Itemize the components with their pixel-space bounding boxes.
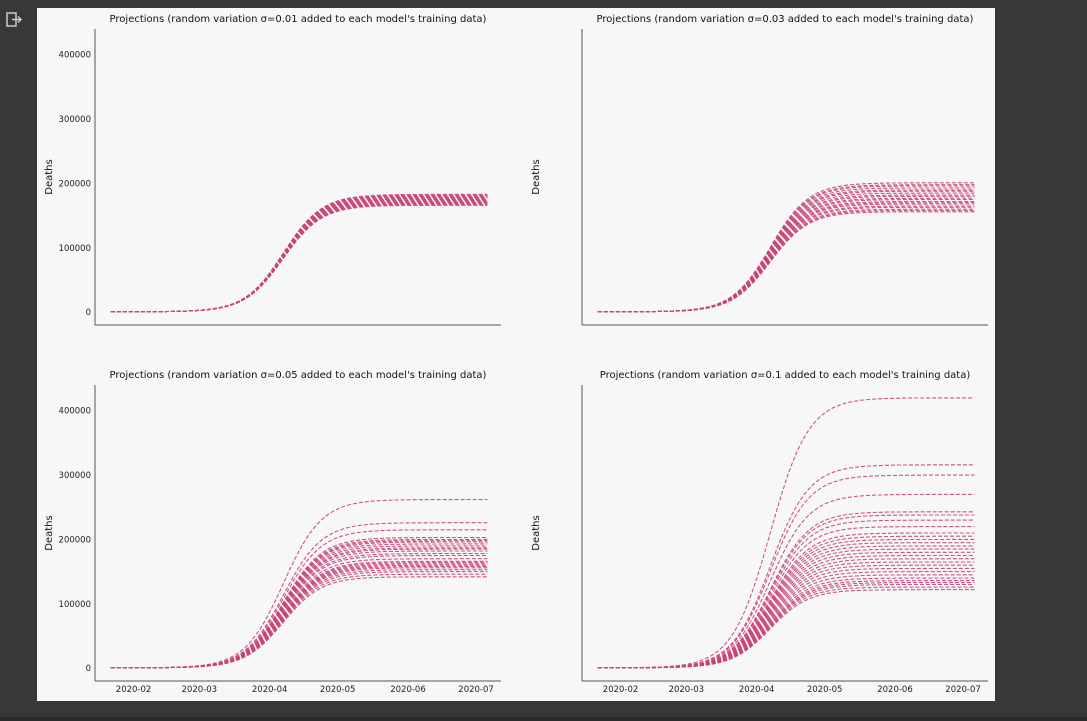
- projection-series-line: [597, 185, 975, 313]
- projection-series-line: [597, 474, 975, 669]
- x-tick-label: 2020-02: [116, 685, 152, 695]
- y-axis-label: Deaths: [531, 159, 542, 194]
- projection-series-line: [110, 195, 488, 313]
- projection-series-line: [597, 208, 975, 313]
- projection-series-line: [597, 574, 975, 669]
- x-tick-label: 2020-04: [739, 685, 775, 695]
- projection-series-line: [597, 548, 975, 669]
- x-tick-label: 2020-03: [182, 685, 218, 695]
- projection-series-line: [110, 204, 488, 313]
- subplot-4: Projections (random variation σ=0.1 adde…: [531, 370, 988, 695]
- projection-series-line: [597, 182, 975, 313]
- projection-series-line: [110, 200, 488, 313]
- projection-series-line: [597, 581, 975, 669]
- projection-series-line: [110, 200, 488, 313]
- y-tick-label: 100000: [59, 244, 91, 254]
- projection-series-line: [110, 565, 488, 669]
- subplot-title: Projections (random variation σ=0.05 add…: [110, 370, 487, 381]
- projection-series-line: [110, 202, 488, 313]
- projection-series-line: [110, 197, 488, 313]
- projection-series-line: [597, 397, 975, 669]
- projection-series-line: [110, 199, 488, 313]
- projection-series-line: [597, 202, 975, 313]
- projection-series-line: [110, 194, 488, 313]
- x-tick-label: 2020-05: [807, 685, 843, 695]
- y-axis-label: Deaths: [44, 159, 55, 194]
- projection-series-line: [110, 576, 488, 669]
- figure-panel: Projections (random variation σ=0.01 add…: [37, 8, 995, 701]
- projection-series-line: [597, 464, 975, 669]
- projection-series-line: [597, 187, 975, 313]
- projection-series-line: [597, 197, 975, 313]
- x-tick-label: 2020-02: [603, 685, 639, 695]
- projection-series-line: [597, 203, 975, 313]
- subplot-title: Projections (random variation σ=0.03 add…: [597, 14, 974, 25]
- projection-series-line: [597, 198, 975, 313]
- y-tick-label: 0: [86, 308, 91, 318]
- figure-canvas: Projections (random variation σ=0.01 add…: [44, 14, 988, 695]
- projection-series-line: [597, 545, 975, 669]
- projection-series-line: [110, 193, 488, 313]
- projection-series-line: [597, 564, 975, 669]
- projection-series-line: [110, 204, 488, 313]
- projection-series-line: [597, 586, 975, 669]
- y-tick-label: 300000: [59, 115, 91, 125]
- projection-series-line: [110, 197, 488, 313]
- bottom-strip: [0, 717, 1087, 721]
- projection-series-line: [110, 202, 488, 313]
- projection-series-line: [110, 553, 488, 669]
- projection-series-line: [110, 564, 488, 669]
- projection-series-line: [110, 550, 488, 669]
- projection-series-line: [110, 547, 488, 669]
- x-tick-label: 2020-07: [945, 685, 981, 695]
- projection-series-line: [597, 189, 975, 313]
- projection-series-line: [110, 198, 488, 313]
- x-tick-label: 2020-03: [669, 685, 705, 695]
- y-tick-label: 300000: [59, 471, 91, 481]
- y-axis-label: Deaths: [531, 515, 542, 550]
- y-tick-label: 0: [86, 664, 91, 674]
- subplot-1: Projections (random variation σ=0.01 add…: [44, 14, 501, 326]
- projection-series-line: [110, 195, 488, 313]
- x-tick-label: 2020-06: [390, 685, 426, 695]
- x-tick-label: 2020-04: [252, 685, 288, 695]
- projection-series-line: [597, 200, 975, 313]
- projection-series-line: [110, 543, 488, 669]
- projection-series-line: [110, 196, 488, 313]
- x-tick-label: 2020-06: [877, 685, 913, 695]
- projection-series-line: [597, 195, 975, 313]
- y-tick-label: 400000: [59, 407, 91, 417]
- projection-series-line: [110, 203, 488, 313]
- projection-series-line: [110, 558, 488, 669]
- y-tick-label: 100000: [59, 600, 91, 610]
- subplot-2: Projections (random variation σ=0.03 add…: [531, 14, 988, 326]
- y-tick-label: 200000: [59, 179, 91, 189]
- subplot-title: Projections (random variation σ=0.01 add…: [110, 14, 487, 25]
- subplot-title: Projections (random variation σ=0.1 adde…: [600, 370, 971, 381]
- y-axis-label: Deaths: [44, 515, 55, 550]
- projection-series-line: [110, 554, 488, 669]
- projection-series-line: [110, 201, 488, 313]
- x-tick-label: 2020-07: [458, 685, 494, 695]
- subplot-3: Projections (random variation σ=0.05 add…: [44, 370, 501, 695]
- y-tick-label: 400000: [59, 51, 91, 61]
- projection-series-line: [110, 529, 488, 669]
- output-redirect-icon[interactable]: [4, 10, 24, 30]
- y-tick-label: 200000: [59, 535, 91, 545]
- projection-series-line: [597, 194, 975, 313]
- x-tick-label: 2020-05: [320, 685, 356, 695]
- projection-series-line: [110, 198, 488, 313]
- projection-series-line: [597, 209, 975, 313]
- projection-series-line: [110, 498, 488, 669]
